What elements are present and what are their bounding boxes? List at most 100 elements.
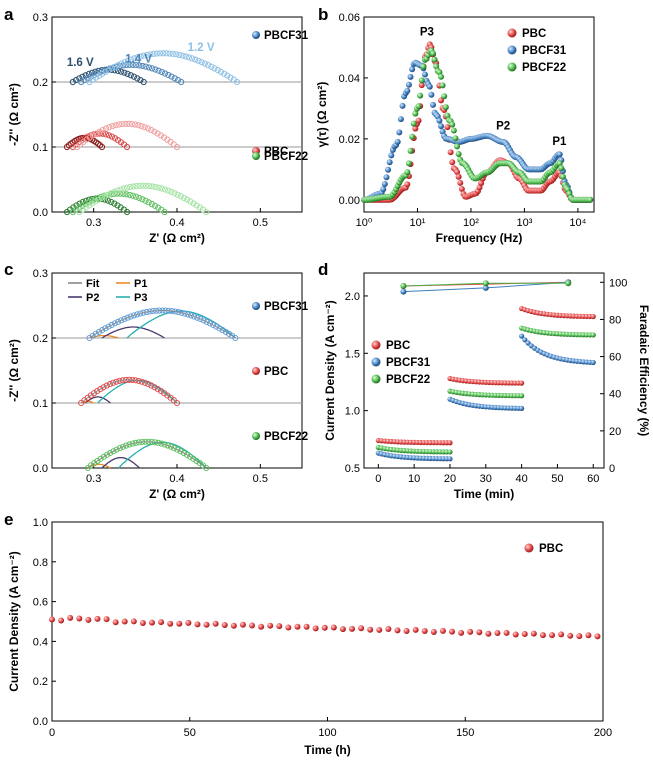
data-point bbox=[430, 628, 437, 635]
y-tick-label: 0.04 bbox=[339, 73, 360, 85]
data-point bbox=[139, 62, 146, 70]
data-point bbox=[409, 66, 416, 73]
current-point bbox=[590, 332, 596, 338]
data-point bbox=[85, 202, 93, 209]
data-point bbox=[176, 51, 183, 59]
data-point bbox=[114, 318, 122, 325]
data-point bbox=[185, 619, 192, 626]
data-point bbox=[556, 151, 563, 158]
data-point bbox=[145, 199, 152, 206]
data-point bbox=[225, 330, 233, 337]
y2-tick-label: 0 bbox=[609, 463, 615, 475]
fit-legend-label: P1 bbox=[134, 278, 147, 290]
data-point bbox=[139, 182, 146, 189]
data-point bbox=[594, 633, 601, 640]
data-point bbox=[112, 122, 119, 129]
data-point bbox=[312, 625, 319, 632]
fit-p2-line bbox=[101, 456, 140, 469]
data-point bbox=[224, 72, 231, 79]
data-point bbox=[81, 76, 88, 84]
x-tick-label: 0.3 bbox=[86, 473, 101, 485]
data-point bbox=[58, 617, 65, 624]
data-point bbox=[203, 621, 210, 628]
data-point bbox=[137, 76, 144, 84]
y-tick-label: 0.3 bbox=[33, 12, 48, 24]
data-point bbox=[100, 453, 107, 460]
data-point bbox=[128, 56, 135, 63]
y-tick-label: 0.1 bbox=[33, 398, 48, 410]
data-point bbox=[160, 50, 167, 57]
data-point bbox=[447, 149, 454, 156]
data-point bbox=[99, 327, 106, 334]
current-point bbox=[522, 337, 528, 343]
panel-e-stability: 0 50 100 150 200 0.0 0.2 0.4 0.6 0.8 1.0 Time (h) Cu… bbox=[7, 517, 612, 757]
data-point bbox=[177, 448, 184, 455]
x-tick-label: 50 bbox=[551, 473, 563, 485]
data-point bbox=[386, 159, 393, 166]
data-point bbox=[118, 68, 125, 75]
data-point bbox=[139, 620, 146, 627]
data-point bbox=[138, 122, 145, 130]
data-point bbox=[182, 53, 189, 60]
data-point bbox=[429, 101, 436, 108]
y-tick-label: 0.0 bbox=[33, 716, 48, 728]
data-point bbox=[117, 186, 124, 193]
data-point bbox=[405, 160, 412, 167]
y-tick-label: 2.0 bbox=[345, 291, 360, 303]
data-point bbox=[214, 67, 221, 74]
legend-label: PBCF31 bbox=[264, 30, 309, 42]
data-point bbox=[149, 183, 156, 190]
data-point bbox=[130, 312, 137, 319]
data-point bbox=[125, 120, 132, 127]
data-point bbox=[161, 441, 168, 448]
data-point bbox=[438, 123, 445, 130]
data-point bbox=[450, 127, 457, 134]
panel-c-nyquist-fit: 0.3 0.4 0.5 0.0 0.1 0.2 0.3 Z' (Ω cm²) -Z'' (Ω c… bbox=[7, 268, 309, 501]
voltage-annotation: 1.2 V bbox=[188, 42, 215, 54]
data-point bbox=[140, 78, 147, 86]
data-point bbox=[217, 68, 225, 76]
data-point bbox=[49, 616, 55, 623]
data-point bbox=[210, 321, 217, 329]
fe-point bbox=[565, 280, 572, 287]
data-point bbox=[388, 152, 395, 159]
data-point bbox=[191, 313, 198, 320]
data-point bbox=[137, 310, 144, 317]
panel-label-a: a bbox=[4, 5, 14, 24]
data-point bbox=[171, 75, 178, 82]
data-point bbox=[194, 314, 201, 321]
fit-line bbox=[89, 310, 236, 339]
data-point bbox=[173, 399, 181, 407]
data-point bbox=[140, 309, 147, 316]
data-point bbox=[89, 332, 96, 339]
legend-label: PBCF22 bbox=[386, 374, 430, 386]
data-point bbox=[176, 620, 183, 627]
data-point bbox=[113, 378, 120, 385]
data-point bbox=[149, 65, 156, 72]
data-point bbox=[135, 122, 142, 129]
data-point bbox=[381, 180, 388, 187]
data-point bbox=[141, 124, 148, 131]
y-tick-label: 1.5 bbox=[345, 348, 360, 360]
data-point bbox=[67, 614, 74, 621]
data-point bbox=[158, 185, 165, 192]
data-point bbox=[115, 121, 123, 128]
y2-tick-label: 80 bbox=[609, 314, 621, 326]
data-point bbox=[134, 54, 141, 61]
data-point bbox=[168, 73, 175, 80]
data-point bbox=[285, 624, 292, 631]
data-point bbox=[394, 138, 401, 145]
data-point bbox=[587, 196, 594, 203]
data-point bbox=[96, 142, 104, 149]
data-point bbox=[171, 190, 178, 197]
data-point bbox=[112, 619, 119, 626]
data-point bbox=[82, 204, 89, 211]
data-point bbox=[476, 629, 483, 636]
data-point bbox=[407, 73, 414, 80]
data-point bbox=[137, 53, 144, 60]
peak-annotation: P1 bbox=[552, 136, 567, 148]
data-point bbox=[136, 182, 143, 189]
fit-legend-label: Fit bbox=[86, 278, 100, 290]
data-point bbox=[72, 76, 80, 84]
data-point bbox=[102, 131, 110, 138]
